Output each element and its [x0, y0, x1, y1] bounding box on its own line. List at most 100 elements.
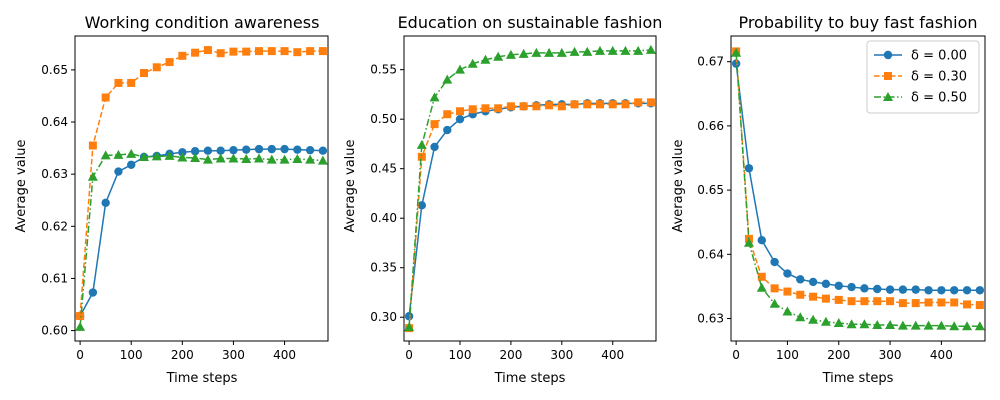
data-point: [936, 320, 947, 330]
data-point: [88, 288, 98, 297]
x-tick-label: 200: [499, 348, 522, 362]
data-point: [834, 295, 843, 304]
data-point: [216, 49, 225, 58]
data-point: [305, 154, 316, 164]
data-point: [950, 286, 959, 295]
data-point: [306, 47, 315, 56]
x-tick-label: 200: [827, 348, 850, 362]
data-point: [808, 314, 819, 324]
data-point: [886, 297, 895, 306]
data-point: [596, 100, 604, 109]
y-tick-label: 0.35: [370, 261, 397, 275]
y-tick-label: 0.64: [697, 247, 724, 261]
legend-label: δ = 0.30: [911, 70, 967, 85]
data-point: [910, 320, 921, 330]
data-point: [519, 102, 528, 111]
data-point: [430, 120, 439, 129]
data-point: [443, 110, 452, 119]
data-point: [417, 152, 426, 161]
data-point: [796, 275, 805, 284]
data-point: [442, 74, 453, 84]
data-point: [404, 322, 415, 332]
data-point: [847, 297, 856, 306]
legend-box: [866, 40, 980, 114]
data-point: [544, 47, 555, 57]
x-tick-label: 100: [120, 348, 143, 362]
data-point: [924, 298, 933, 307]
data-point: [178, 51, 187, 60]
legend-marker: [883, 50, 893, 60]
data-point: [949, 321, 960, 331]
data-point: [165, 58, 174, 67]
x-tick-label: 0: [405, 348, 413, 362]
data-point: [783, 269, 792, 278]
data-point: [557, 102, 566, 111]
data-point: [834, 281, 843, 290]
plot-frame: [74, 35, 329, 342]
data-point: [518, 48, 529, 58]
data-point: [127, 78, 136, 87]
data-point: [266, 154, 277, 164]
data-point: [757, 272, 766, 281]
data-point: [809, 292, 818, 301]
data-point: [493, 51, 504, 61]
data-point: [494, 104, 503, 113]
data-point: [203, 146, 213, 155]
data-point: [190, 147, 200, 156]
data-point: [114, 78, 123, 87]
data-point: [860, 284, 869, 293]
data-point: [87, 171, 98, 181]
x-tick-label: 200: [171, 348, 194, 362]
data-point: [191, 48, 200, 57]
data-point: [481, 104, 490, 113]
data-point: [731, 47, 742, 57]
data-point: [293, 48, 302, 57]
y-tick-label: 0.40: [370, 211, 397, 225]
chart-panel-education-sustainable-fashion: Education on sustainable fashion Time st…: [343, 13, 662, 386]
chart-title: Education on sustainable fashion: [398, 13, 663, 32]
data-point: [317, 155, 328, 165]
data-point: [744, 164, 754, 173]
data-point: [178, 148, 187, 157]
data-point: [569, 46, 580, 56]
data-point: [280, 144, 289, 154]
data-point: [821, 294, 830, 303]
data-point: [783, 287, 792, 296]
data-point: [532, 102, 541, 111]
data-point: [975, 286, 985, 295]
data-point: [859, 319, 870, 329]
data-point: [873, 297, 882, 306]
data-point: [228, 153, 239, 163]
data-point: [860, 297, 869, 306]
data-point: [897, 320, 908, 330]
legend-marker: [884, 72, 892, 80]
data-point: [645, 44, 656, 54]
plot-frame: [403, 35, 657, 342]
x-tick-label: 0: [76, 348, 84, 362]
data-point: [430, 142, 439, 152]
data-point: [911, 285, 920, 294]
data-point: [506, 102, 515, 111]
data-point: [545, 101, 554, 110]
data-point: [318, 146, 328, 155]
plot-frame: [730, 35, 986, 342]
y-axis-label: Average value: [671, 139, 686, 232]
data-point: [898, 299, 907, 308]
data-point: [820, 316, 831, 326]
data-point: [846, 319, 857, 329]
data-point: [911, 299, 920, 308]
x-tick-label: 0: [732, 348, 740, 362]
data-point: [126, 148, 137, 158]
data-point: [100, 150, 111, 160]
data-point: [229, 47, 238, 56]
data-point: [140, 69, 148, 78]
data-point: [937, 298, 946, 307]
data-point: [229, 145, 238, 155]
data-point: [480, 54, 491, 64]
data-point: [468, 105, 477, 114]
data-point: [583, 100, 592, 109]
data-point: [757, 235, 766, 245]
data-point: [756, 282, 767, 292]
y-axis-label: Average value: [343, 139, 358, 232]
data-point: [151, 151, 162, 161]
